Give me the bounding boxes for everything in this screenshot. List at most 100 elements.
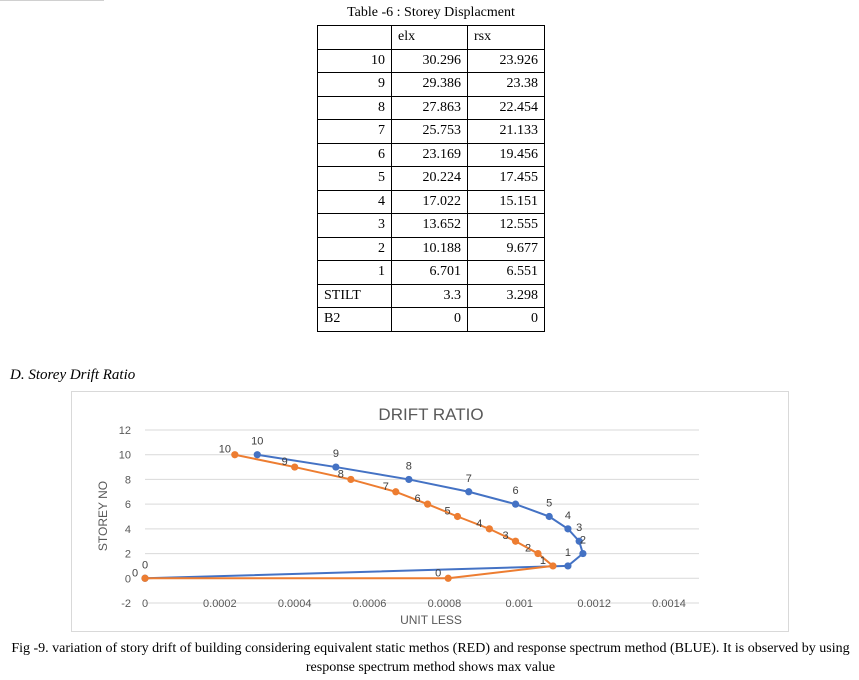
x-tick-label: 0 (142, 598, 148, 610)
rsx-cell: 6.551 (467, 260, 545, 285)
x-tick-label: 0.001 (506, 598, 534, 610)
storey-cell: 2 (317, 236, 392, 261)
data-label: 8 (338, 468, 344, 480)
y-tick-label: 12 (119, 425, 131, 437)
data-label: 1 (540, 555, 546, 567)
table-header-row: elx rsx (317, 25, 545, 50)
rsx-cell: 17.455 (467, 166, 545, 191)
table-row: 8 27.863 22.454 (317, 95, 545, 120)
data-label: 6 (415, 493, 421, 505)
data-label: 4 (565, 510, 571, 522)
data-point (347, 475, 355, 484)
data-point (511, 537, 520, 545)
figure-caption: Fig -9. variation of story drift of buil… (11, 641, 850, 675)
data-point (141, 574, 149, 582)
table-row: 6 23.169 19.456 (317, 142, 545, 167)
table-row: B2 0 0 (317, 307, 545, 332)
data-label: 1 (565, 547, 571, 559)
elx-cell: 27.863 (391, 95, 468, 120)
data-point (392, 488, 400, 496)
series-line (145, 453, 556, 580)
data-point (511, 500, 520, 508)
table-row: 1 6.701 6.551 (317, 260, 545, 285)
elx-cell: 0 (391, 307, 468, 332)
table-title: Table -6 : Storey Displacment (347, 5, 515, 20)
x-axis-label: UNIT LESS (400, 613, 462, 627)
storey-cell: 9 (317, 72, 392, 97)
data-label: 2 (580, 535, 586, 547)
storey-displacement-table: elx rsx 10 30.296 23.926 9 29.386 2 3.3 8 8 27.86… (317, 25, 545, 332)
data-label: 8 (406, 460, 412, 472)
data-point (579, 549, 587, 558)
x-tick-label: 0.0004 (278, 598, 312, 610)
elx-cell: 10.188 (391, 236, 468, 261)
elx-cell: 29.386 (391, 72, 468, 97)
top-divider-line (0, 0, 104, 1)
rsx-cell: 15.151 (467, 189, 545, 214)
data-point (444, 574, 452, 582)
drift-ratio-chart: DRIFT RATIO -2 0 2 4 6 8 10 12 0 0.0002 0.0004 0.000… (71, 391, 789, 632)
chart-title: DRIFT RATIO (378, 405, 483, 424)
rsx-cell: 22.454 (467, 95, 545, 120)
data-label: 0 (132, 567, 138, 579)
data-label: 5 (444, 506, 450, 518)
storey-cell: 3 (317, 213, 392, 238)
storey-cell: 7 (317, 119, 392, 144)
rsx-cell: 21.133 (467, 119, 545, 144)
table-row: 4 17.022 15.151 (317, 189, 545, 214)
rsx-cell: 3.298 (467, 283, 545, 308)
data-label: 10 (219, 444, 231, 456)
table-header-cell (317, 25, 392, 50)
y-tick-label: 2 (125, 549, 131, 561)
storey-cell: 6 (317, 142, 392, 167)
data-point (231, 451, 239, 459)
table-row: 7 25.753 21.133 (317, 119, 545, 144)
series-line (144, 453, 585, 580)
rsx-cell: 12.555 (467, 213, 545, 238)
elx-cell: 30.296 (391, 48, 468, 73)
table-body: elx rsx 10 30.296 23.926 9 29.386 2 3.3 8 8 27.86… (317, 25, 545, 332)
elx-cell: 23.169 (391, 142, 468, 167)
rsx-cell: 0 (467, 307, 545, 332)
x-tick-label: 0.0006 (353, 598, 387, 610)
data-point (564, 562, 572, 570)
data-point (423, 500, 432, 508)
elx-cell: 6.701 (391, 260, 468, 285)
rsx-cell: 19.456 (467, 142, 545, 167)
storey-cell: 8 (317, 95, 392, 120)
data-label: 4 (476, 518, 482, 530)
y-tick-label: 6 (125, 499, 131, 511)
y-tick-label: 4 (125, 524, 131, 536)
x-tick-label: 0.0012 (577, 598, 611, 610)
data-point (465, 488, 473, 496)
table-row: 2 10.188 9.677 (317, 236, 545, 261)
data-point (405, 475, 413, 484)
rsx-cell: 9.677 (467, 236, 545, 261)
data-label: 9 (282, 456, 288, 468)
data-point (564, 525, 572, 533)
data-label: 5 (546, 498, 552, 510)
data-label: 0 (142, 559, 148, 571)
data-label: 2 (525, 543, 531, 555)
rsx-cell: 23.926 (467, 48, 545, 73)
table-header-cell: elx (391, 25, 468, 50)
data-label: 7 (383, 481, 389, 493)
table-row: 5 20.224 17.455 (317, 166, 545, 191)
data-point (534, 549, 542, 558)
x-tick-label: 0.0008 (428, 598, 462, 610)
data-label: 10 (251, 436, 263, 448)
data-label: 3 (576, 522, 582, 534)
table-row: 3 13.652 12.555 (317, 213, 545, 238)
data-label: 9 (333, 448, 339, 460)
elx-cell: 3.3 (391, 283, 468, 308)
data-point (549, 562, 557, 570)
y-tick-label: 10 (119, 450, 131, 462)
data-label: 7 (466, 473, 472, 485)
data-label: 3 (502, 530, 508, 542)
section-heading: D. Storey Drift Ratio (10, 367, 136, 383)
x-tick-label: 0.0002 (203, 598, 237, 610)
y-tick-label: -2 (121, 598, 131, 610)
elx-cell: 13.652 (391, 213, 468, 238)
storey-cell: 10 (317, 48, 392, 73)
